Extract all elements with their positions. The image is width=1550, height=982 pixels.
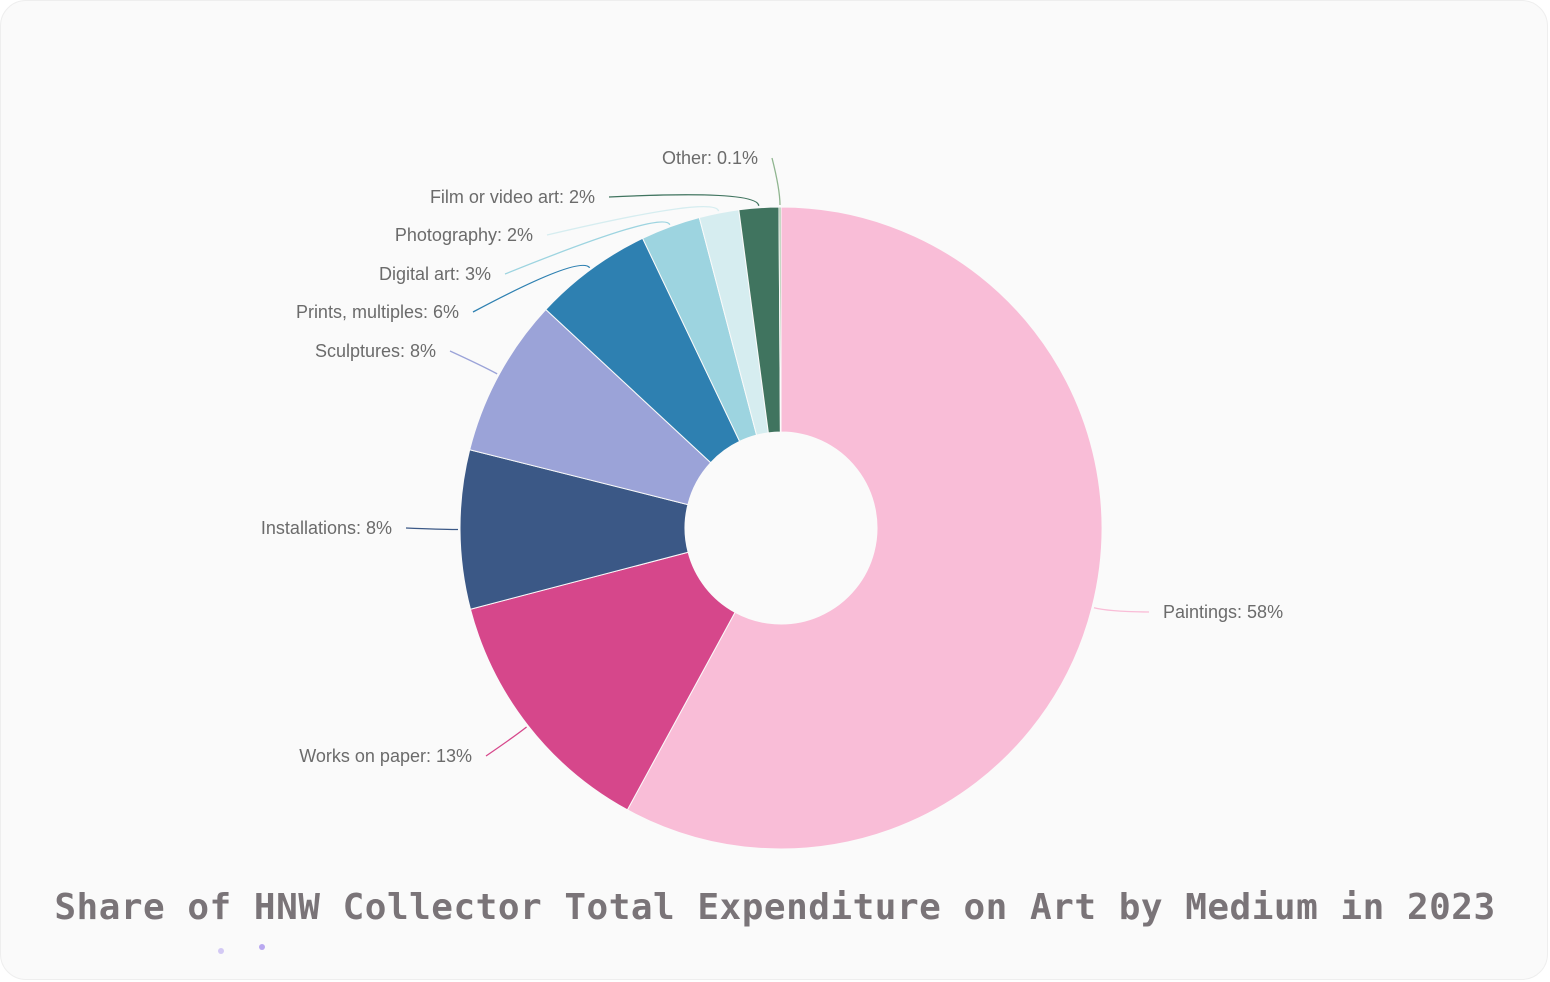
leader-line-photography bbox=[546, 205, 720, 236]
slice-paintings[interactable] bbox=[626, 206, 1103, 850]
data-label-prints-multiples: Prints, multiples: 6% bbox=[296, 302, 459, 322]
decorative-dot bbox=[218, 948, 224, 954]
leader-line-sculptures bbox=[449, 350, 498, 375]
leader-line-film-or-video-art bbox=[608, 194, 760, 207]
data-label-paintings: Paintings: 58% bbox=[1163, 602, 1283, 622]
slice-other[interactable] bbox=[778, 206, 782, 433]
leader-line-group bbox=[405, 157, 1150, 757]
data-label-photography: Photography: 2% bbox=[395, 225, 533, 245]
leader-line-paintings bbox=[1093, 607, 1150, 613]
decorative-dot bbox=[259, 944, 265, 950]
leader-line-installations bbox=[405, 527, 459, 531]
slice-group bbox=[459, 206, 1103, 850]
data-label-sculptures: Sculptures: 8% bbox=[315, 341, 436, 361]
chart-title: Share of HNW Collector Total Expenditure… bbox=[54, 887, 1496, 928]
data-label-other: Other: 0.1% bbox=[662, 148, 758, 168]
data-label-film-or-video-art: Film or video art: 2% bbox=[430, 187, 595, 207]
leader-line-other bbox=[771, 157, 781, 206]
data-label-installations: Installations: 8% bbox=[261, 518, 392, 538]
data-label-works-on-paper: Works on paper: 13% bbox=[299, 746, 472, 766]
leader-line-prints-multiples bbox=[472, 264, 591, 313]
slice-installations[interactable] bbox=[459, 449, 689, 610]
slice-sculptures[interactable] bbox=[469, 308, 712, 506]
slice-works-on-paper[interactable] bbox=[469, 551, 736, 811]
leader-line-works-on-paper bbox=[485, 726, 527, 757]
label-group: Paintings: 58% Works on paper: 13% Install… bbox=[261, 148, 1283, 766]
leader-line-digital-art bbox=[504, 221, 671, 275]
data-label-digital-art: Digital art: 3% bbox=[379, 264, 491, 284]
